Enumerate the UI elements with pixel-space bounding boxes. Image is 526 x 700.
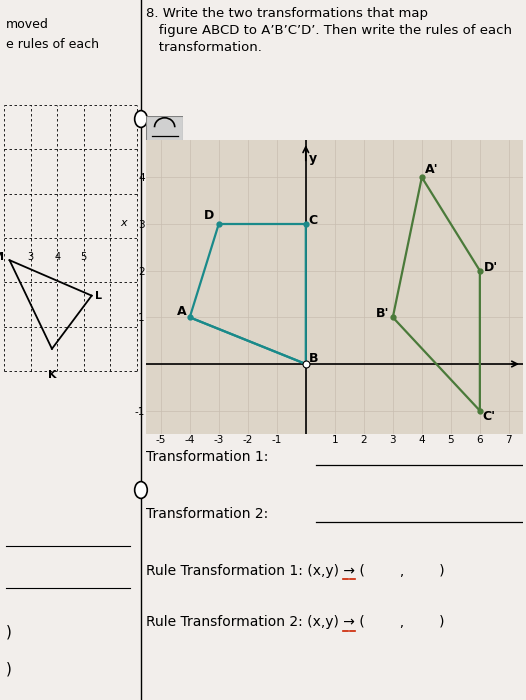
Text: 3: 3 — [28, 252, 34, 262]
Text: A: A — [177, 305, 186, 318]
Text: D: D — [204, 209, 215, 223]
Text: ): ) — [6, 662, 12, 676]
Text: 4: 4 — [54, 252, 60, 262]
Text: moved: moved — [6, 18, 48, 31]
Circle shape — [135, 111, 147, 127]
Text: B: B — [309, 351, 318, 365]
Text: ): ) — [6, 624, 12, 639]
Text: L: L — [95, 290, 102, 300]
Text: C': C' — [483, 410, 496, 423]
Text: x: x — [120, 218, 126, 228]
Text: M: M — [0, 252, 4, 262]
Text: C: C — [309, 214, 318, 227]
Text: 8. Write the two transformations that map
   figure ABCD to A’B’C’D’. Then write: 8. Write the two transformations that ma… — [146, 7, 512, 54]
Text: y: y — [309, 152, 317, 164]
Circle shape — [135, 482, 147, 498]
Text: D': D' — [484, 260, 499, 274]
Text: e rules of each: e rules of each — [6, 38, 99, 52]
Text: A': A' — [424, 162, 438, 176]
Text: Transformation 1:: Transformation 1: — [146, 449, 269, 463]
Text: Rule Transformation 1: (x,y) → (        ,        ): Rule Transformation 1: (x,y) → ( , ) — [146, 564, 445, 577]
Text: Transformation 2:: Transformation 2: — [146, 507, 268, 521]
Text: Rule Transformation 2: (x,y) → (        ,        ): Rule Transformation 2: (x,y) → ( , ) — [146, 615, 444, 629]
Text: B': B' — [376, 307, 389, 321]
Text: K: K — [48, 370, 56, 380]
Text: 5: 5 — [80, 252, 87, 262]
